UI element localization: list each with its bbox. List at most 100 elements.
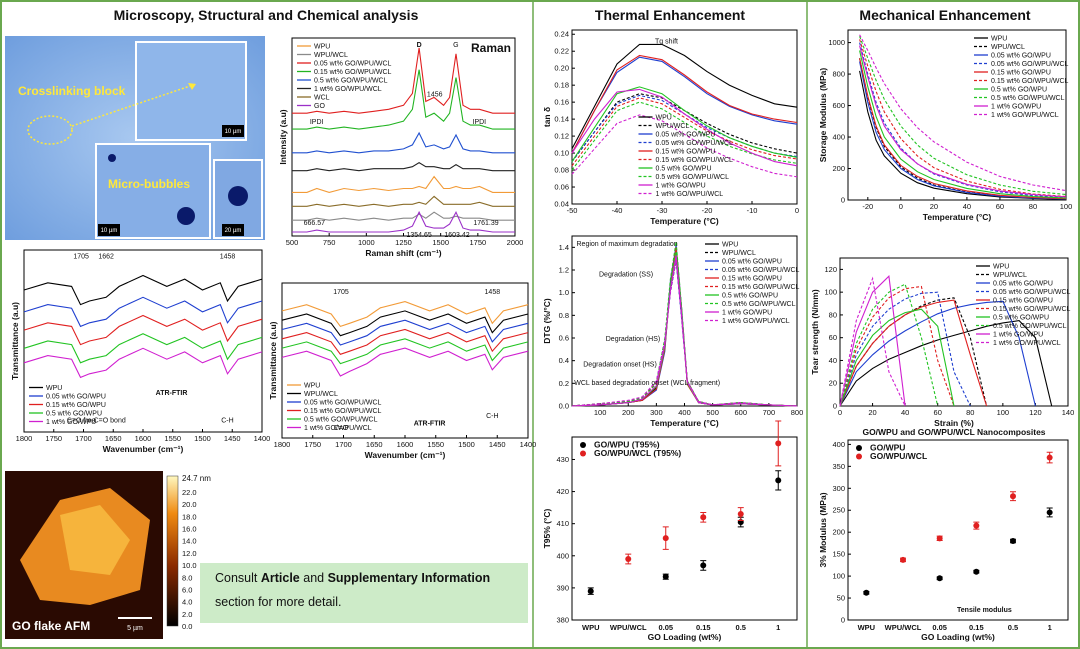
series-line [571,241,798,407]
scale-bar: 10 µm [225,129,242,135]
x-tick-label: 0.05 [658,623,673,632]
legend-label: 0.05 wt% GO/WPU [722,259,782,266]
annotation: C=O free [67,417,96,424]
x-axis-label: Temperature (°C) [650,216,719,226]
colorbar-label: 0.0 [182,622,192,631]
x-tick-label: -10 [747,206,758,215]
y-tick-label: 150 [832,550,845,559]
legend-swatch [580,450,586,457]
x-tick-label: 1400 [254,434,271,443]
x-tick-label: 80 [966,408,974,417]
series-line [23,347,263,379]
legend-label: WPU/WCL [656,123,690,130]
point [1046,454,1053,461]
colorbar-label: 22.0 [182,488,197,497]
plot-frame [291,37,516,237]
legend-label: 0.15 wt% GO/WPU [993,298,1053,305]
annotation: 1761.39 [473,220,498,227]
legend-label: 1 wt% GO/WPU/WCL [314,86,382,93]
x-tick-label: 60 [996,202,1004,211]
legend-label: 0.5 wt% GO/WPU/WCL [991,95,1065,102]
point [900,556,906,563]
series-line [859,45,1067,198]
chart-title: Raman [471,41,511,55]
plot-frame [571,436,798,621]
series-line [859,61,1067,200]
y-tick-label: 40 [829,356,837,365]
note-part: and [300,571,328,585]
point [775,440,782,447]
series-line [292,211,515,221]
point [973,568,980,575]
plot-frame [847,439,1069,621]
colorbar-label: 4.0 [182,598,192,607]
annotation: 1705 [73,253,89,260]
y-tick-label: 0.12 [554,132,569,141]
point [973,522,980,529]
y-tick-label: 1.2 [559,266,569,275]
series-line [839,291,971,407]
y-tick-label: 350 [832,462,845,471]
legend-label: 0.05 wt% GO/WPU/WCL [993,289,1071,296]
legend-label: 0.5 wt% GO/WPU [656,166,712,173]
legend-label: 0.15 wt% GO/WPU/WCL [722,284,800,291]
y-tick-label: 0.0 [559,402,569,411]
colorbar-label: 12.0 [182,549,197,558]
legend-label: 0.15 wt% GO/WPU [656,149,716,156]
legend-label: 0.15 wt% GO/WPU/WCL [991,78,1069,85]
series-line [571,255,798,407]
x-tick-label: 0 [899,202,903,211]
x-tick-label: WPU [858,623,876,632]
y-tick-label: 0.22 [554,47,569,56]
y-tick-label: 0.18 [554,81,569,90]
series-line [571,88,798,167]
afm-image: GO flake AFM 5 µm 24.7 nm [5,471,211,639]
annotation: G [453,42,458,49]
x-tick-label: 140 [1062,408,1075,417]
legend-label: 0.5 wt% GO/WPU [993,315,1049,322]
y-tick-label: 100 [824,288,837,297]
y-tick-label: 0.2 [559,379,569,388]
x-tick-label: 1650 [366,440,383,449]
image-label: Crosslinking block [18,84,126,98]
legend-swatch [856,445,862,451]
legend-label: 0.05 wt% GO/WPU/WCL [314,61,392,68]
series-line [839,276,906,407]
y-axis-label: tan δ [542,107,552,127]
annotation: Tg shift [655,38,678,45]
x-tick-label: 1800 [274,440,291,449]
point [775,477,782,484]
series-line [292,195,515,207]
legend-label: 1 wt% GO/WPU/WCL [991,112,1059,119]
legend-label: 0.5 wt% GO/WPU/WCL [993,323,1067,330]
point [1046,509,1053,516]
x-tick-label: -20 [862,202,873,211]
legend-label: GO/WPU/WCL [870,451,927,461]
x-tick-label: 1700 [75,434,92,443]
x-tick-label: -40 [612,206,623,215]
y-tick-label: 200 [832,528,845,537]
legend-label: 1 wt% GO/WPU [656,183,706,190]
x-tick-label: 1700 [335,440,352,449]
y-tick-label: 400 [832,133,845,142]
series-line [571,259,798,407]
annotation: Degradation onset (HS) [583,362,657,369]
x-tick-label: 1550 [164,434,181,443]
annotation: Tensile modulus [957,607,1012,614]
legend-label: WPU/WCL [314,52,348,59]
series-line [839,275,906,407]
x-tick-label: WPU/WCL [610,623,647,632]
section-title: Thermal Enhancement [595,7,745,23]
y-tick-label: 430 [556,455,569,464]
legend-label: 0.05 wt% GO/WPU/WCL [991,61,1069,68]
plot-frame [571,29,798,205]
x-tick-label: 1600 [135,434,152,443]
y-tick-label: 600 [832,101,845,110]
x-tick-label: 1450 [224,434,241,443]
y-tick-label: 0 [841,616,845,625]
legend-swatch [580,442,586,448]
y-tick-label: 0 [841,196,845,205]
y-tick-label: 0 [833,402,837,411]
x-axis-label: Wavenumber (cm⁻¹) [365,450,446,460]
point [587,588,594,595]
